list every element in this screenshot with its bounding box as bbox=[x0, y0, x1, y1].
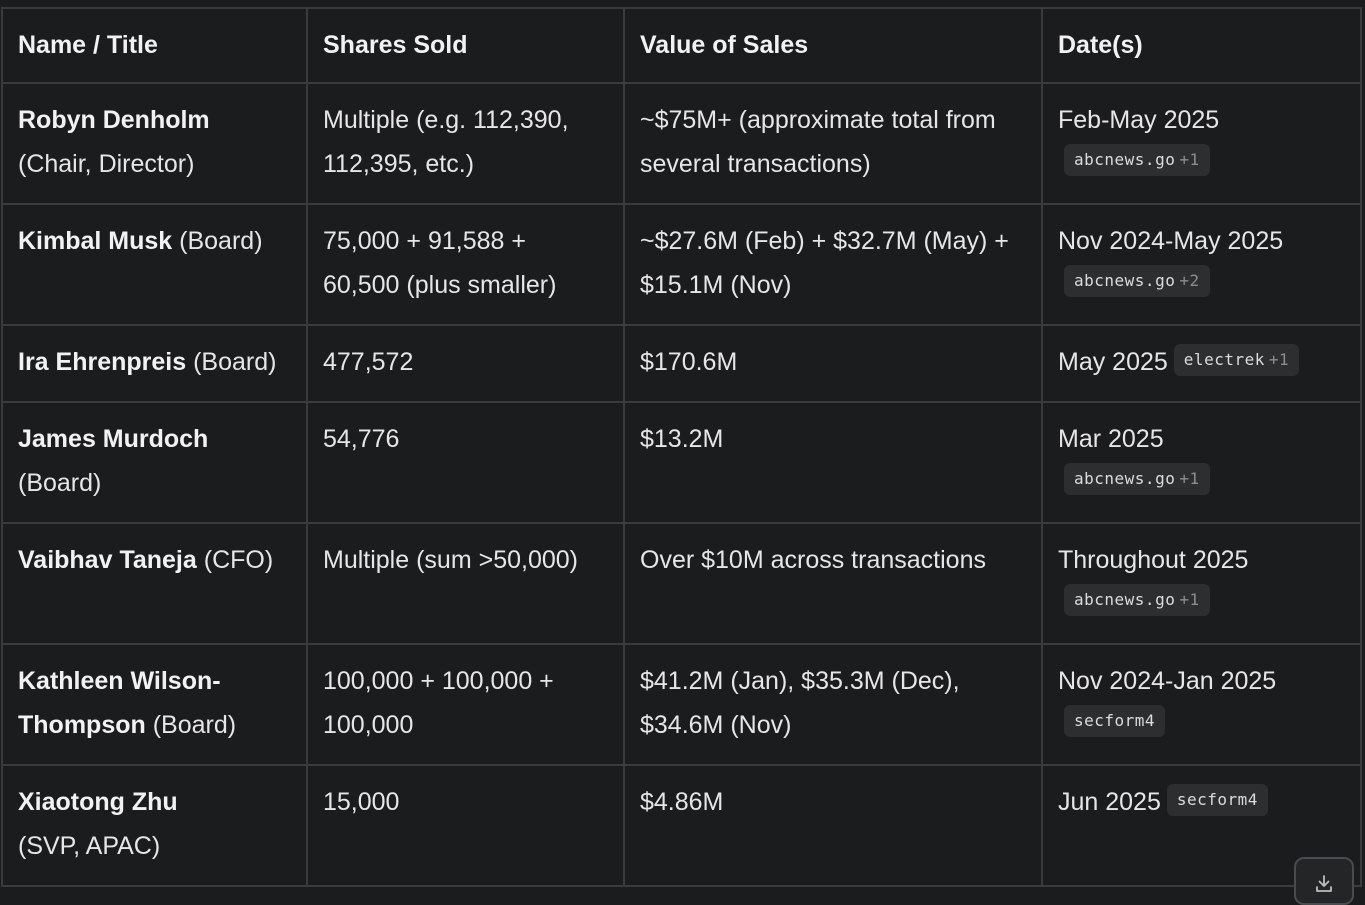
source-badge[interactable]: secform4 bbox=[1166, 784, 1268, 817]
name-cell: Robyn Denholm (Chair, Director) bbox=[1, 82, 308, 205]
date-text: Nov 2024-May 2025 bbox=[1058, 227, 1284, 255]
table-row: Xiaotong Zhu (SVP, APAC) 15,000 $4.86M Ju… bbox=[1, 764, 1362, 887]
value-cell: $41.2M (Jan), $35.3M (Dec), $34.6M (Nov) bbox=[623, 643, 1043, 766]
date-cell: May 2025 electrek +1 bbox=[1041, 324, 1362, 403]
date-text: Throughout 2025 bbox=[1058, 546, 1249, 574]
date-cell: Nov 2024-May 2025 abcnews.go +2 bbox=[1041, 203, 1362, 326]
shares-cell: 100,000 + 100,000 + 100,000 bbox=[306, 643, 625, 766]
person-name: Kathleen Wilson-Thompson bbox=[18, 667, 221, 739]
source-name: abcnews.go bbox=[1074, 150, 1176, 170]
header-name-title: Name / Title bbox=[1, 7, 308, 84]
table-row: Vaibhav Taneja (CFO) Multiple (sum >50,0… bbox=[1, 522, 1362, 645]
date-cell: Throughout 2025 abcnews.go +1 bbox=[1041, 522, 1362, 645]
table-row: James Murdoch (Board) 54,776 $13.2M Mar 2… bbox=[1, 401, 1362, 524]
date-text: Feb-May 2025 bbox=[1058, 106, 1220, 134]
source-badge[interactable]: abcnews.go +1 bbox=[1064, 463, 1210, 496]
date-text: Nov 2024-Jan 2025 bbox=[1058, 667, 1277, 695]
table-row: Robyn Denholm (Chair, Director) Multiple … bbox=[1, 82, 1362, 205]
value-cell: $170.6M bbox=[623, 324, 1043, 403]
source-badge[interactable]: abcnews.go +1 bbox=[1064, 584, 1210, 617]
person-title: (Board) bbox=[179, 227, 263, 255]
name-cell: Ira Ehrenpreis (Board) bbox=[1, 324, 308, 403]
person-title: (Board) bbox=[152, 711, 237, 739]
shares-cell: Multiple (sum >50,000) bbox=[306, 522, 625, 645]
source-name: secform4 bbox=[1074, 711, 1156, 731]
header-dates: Date(s) bbox=[1041, 7, 1362, 84]
shares-cell: 75,000 + 91,588 + 60,500 (plus smaller) bbox=[306, 203, 625, 326]
shares-cell: 15,000 bbox=[306, 764, 625, 887]
shares-cell: Multiple (e.g. 112,390, 112,395, etc.) bbox=[306, 82, 625, 205]
source-count: +2 bbox=[1179, 271, 1200, 291]
source-name: abcnews.go bbox=[1074, 590, 1176, 610]
date-text: Mar 2025 bbox=[1058, 425, 1164, 453]
header-shares-sold: Shares Sold bbox=[306, 7, 625, 84]
date-cell: Mar 2025 abcnews.go +1 bbox=[1041, 401, 1362, 524]
source-count: +1 bbox=[1179, 590, 1200, 610]
value-cell: Over $10M across transactions bbox=[623, 522, 1043, 645]
source-name: secform4 bbox=[1176, 790, 1258, 810]
value-cell: $13.2M bbox=[623, 401, 1043, 524]
source-count: +1 bbox=[1268, 350, 1290, 370]
person-name: Vaibhav Taneja bbox=[18, 546, 197, 574]
person-title: (Board) bbox=[193, 348, 277, 376]
person-title: (SVP, APAC) bbox=[18, 832, 161, 860]
name-cell: Kathleen Wilson-Thompson (Board) bbox=[1, 643, 308, 766]
source-badge[interactable]: abcnews.go +1 bbox=[1064, 144, 1210, 177]
date-cell: Nov 2024-Jan 2025 secform4 bbox=[1041, 643, 1362, 766]
table-row: Ira Ehrenpreis (Board) 477,572 $170.6M M… bbox=[1, 324, 1362, 403]
person-title: (CFO) bbox=[203, 546, 274, 574]
person-title: (Board) bbox=[18, 469, 102, 497]
person-name: Xiaotong Zhu bbox=[18, 788, 178, 816]
name-cell: Kimbal Musk (Board) bbox=[1, 203, 308, 326]
source-name: abcnews.go bbox=[1074, 469, 1176, 489]
date-text: Jun 2025 bbox=[1058, 788, 1161, 816]
value-cell: ~$27.6M (Feb) + $32.7M (May) + $15.1M (N… bbox=[623, 203, 1043, 326]
source-name: electrek bbox=[1183, 350, 1265, 370]
person-name: Kimbal Musk bbox=[18, 227, 173, 255]
source-count: +1 bbox=[1179, 150, 1200, 170]
person-name: James Murdoch bbox=[18, 425, 209, 453]
download-button[interactable] bbox=[1294, 857, 1354, 905]
name-cell: Xiaotong Zhu (SVP, APAC) bbox=[1, 764, 308, 887]
name-cell: Vaibhav Taneja (CFO) bbox=[1, 522, 308, 645]
person-name: Ira Ehrenpreis bbox=[18, 348, 187, 376]
person-title: (Chair, Director) bbox=[18, 150, 195, 178]
table-row: Kathleen Wilson-Thompson (Board) 100,000… bbox=[1, 643, 1362, 766]
source-count: +1 bbox=[1179, 469, 1200, 489]
table-row: Kimbal Musk (Board) 75,000 + 91,588 + 60… bbox=[1, 203, 1362, 326]
date-cell: Feb-May 2025 abcnews.go +1 bbox=[1041, 82, 1362, 205]
source-name: abcnews.go bbox=[1074, 271, 1176, 291]
shares-cell: 54,776 bbox=[306, 401, 625, 524]
download-icon bbox=[1316, 875, 1332, 892]
name-cell: James Murdoch (Board) bbox=[1, 401, 308, 524]
header-value-of-sales: Value of Sales bbox=[623, 7, 1043, 84]
date-text: May 2025 bbox=[1058, 348, 1168, 376]
source-badge[interactable]: abcnews.go +2 bbox=[1064, 265, 1210, 298]
shares-cell: 477,572 bbox=[306, 324, 625, 403]
insider-sales-table-container: Name / Title Shares Sold Value of Sales … bbox=[1, 7, 1362, 889]
value-cell: ~$75M+ (approximate total from several t… bbox=[623, 82, 1043, 205]
value-cell: $4.86M bbox=[623, 764, 1043, 887]
source-badge[interactable]: electrek +1 bbox=[1173, 344, 1300, 377]
source-badge[interactable]: secform4 bbox=[1064, 705, 1166, 738]
person-name: Robyn Denholm bbox=[18, 106, 210, 134]
insider-sales-table: Name / Title Shares Sold Value of Sales … bbox=[1, 7, 1362, 887]
table-header-row: Name / Title Shares Sold Value of Sales … bbox=[1, 7, 1362, 84]
